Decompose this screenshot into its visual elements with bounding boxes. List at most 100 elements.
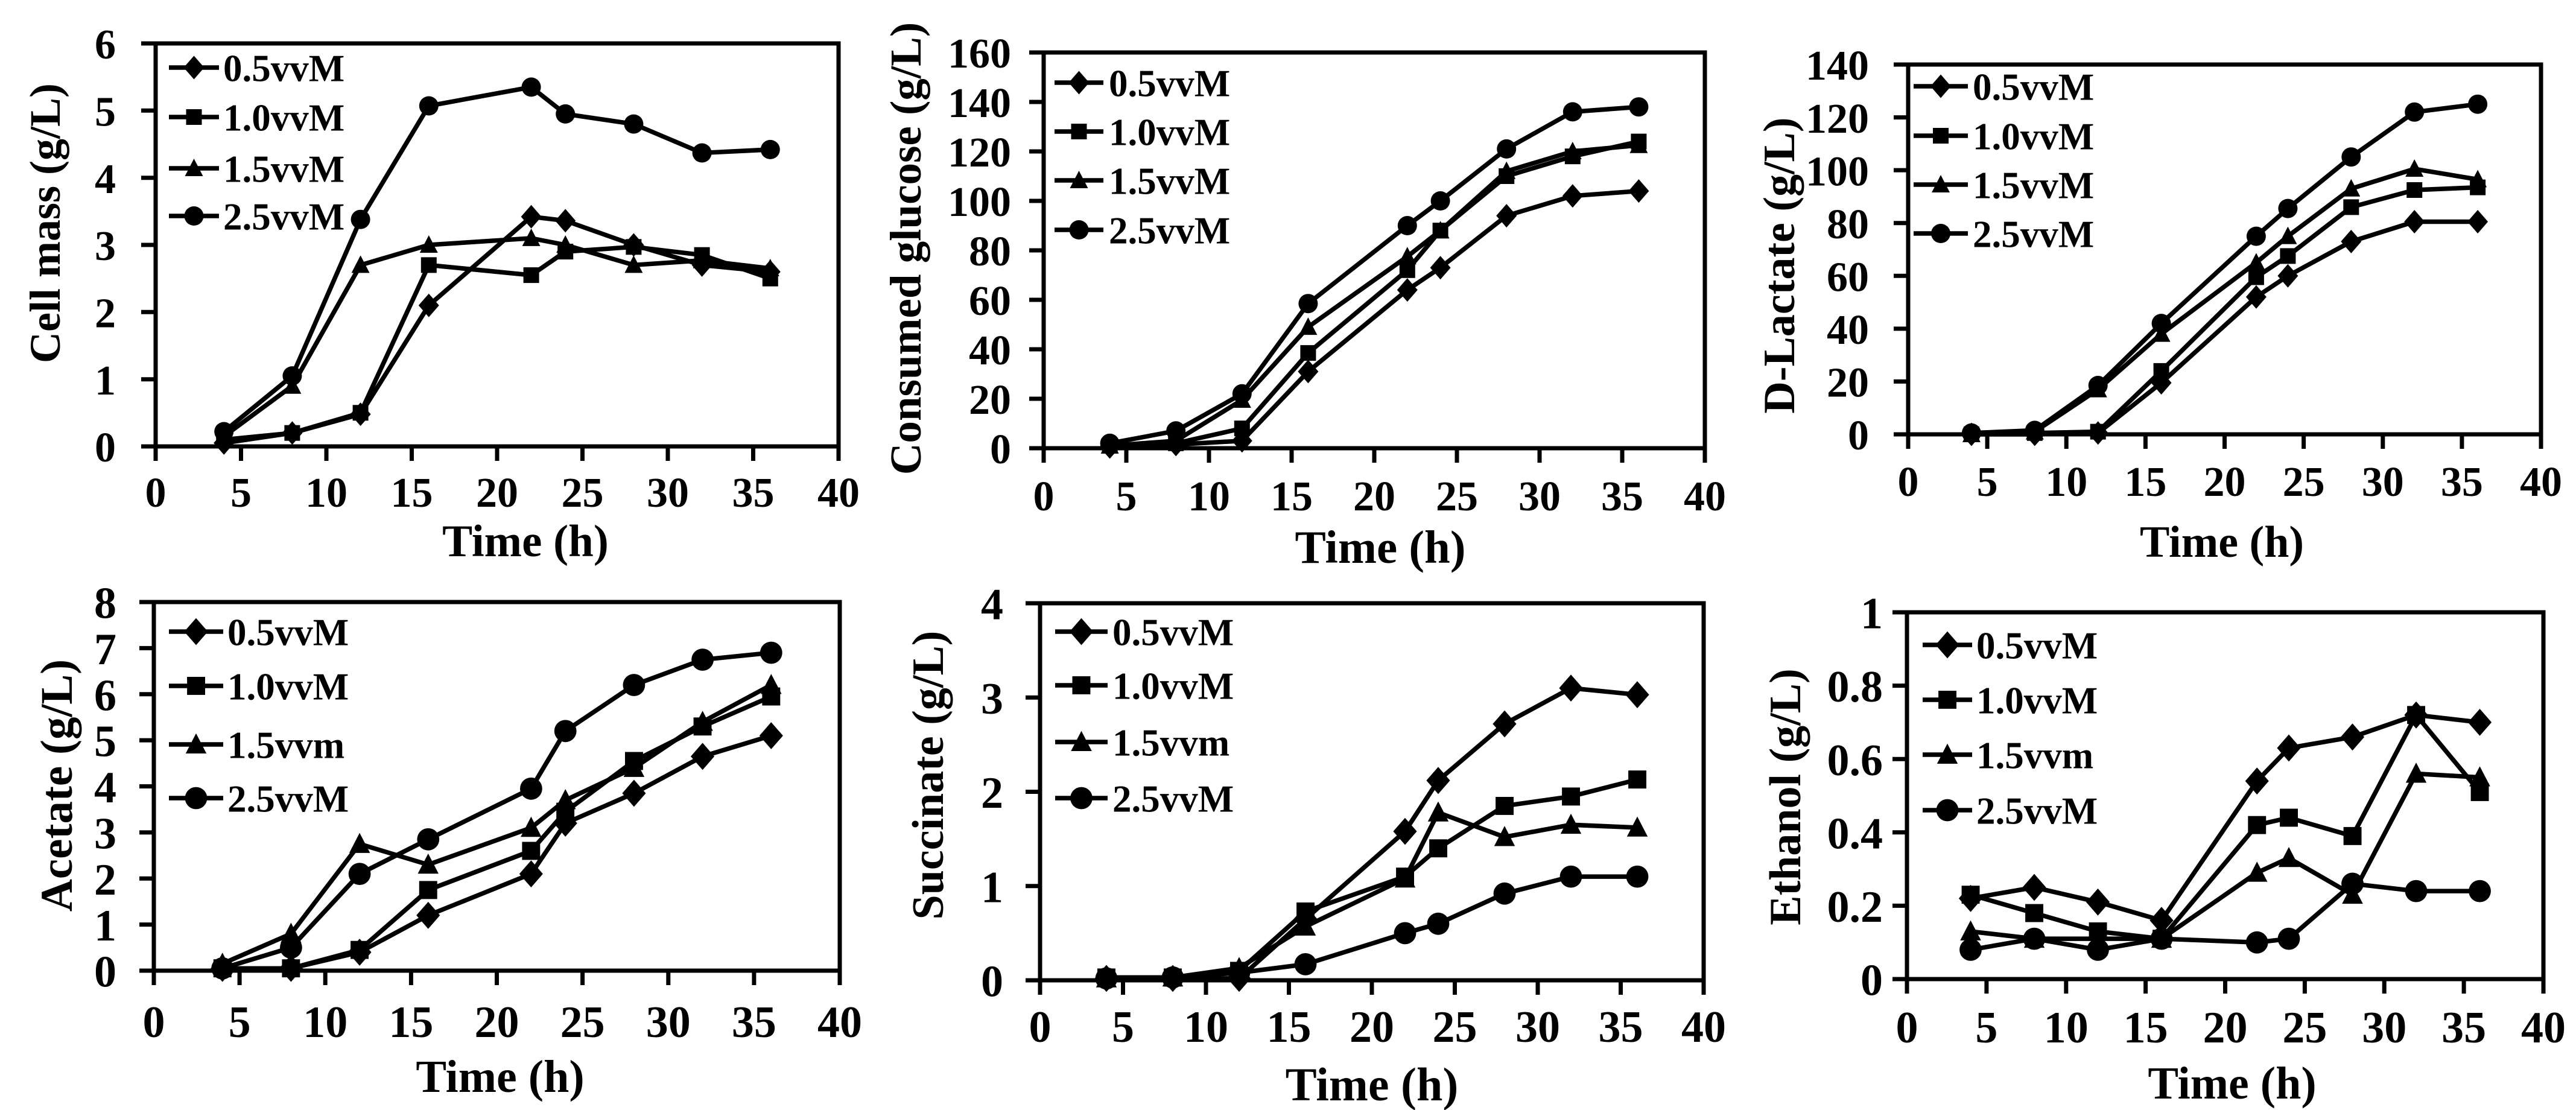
svg-text:160: 160 [948, 31, 1011, 77]
svg-text:0.6: 0.6 [1827, 736, 1883, 785]
svg-text:6: 6 [95, 22, 116, 68]
svg-text:15: 15 [2124, 459, 2166, 506]
svg-text:20: 20 [2204, 459, 2246, 506]
svg-text:100: 100 [948, 179, 1011, 226]
svg-text:1: 1 [1861, 589, 1883, 639]
svg-text:3: 3 [94, 810, 116, 859]
svg-text:20: 20 [1353, 474, 1395, 520]
svg-text:40: 40 [2520, 459, 2562, 506]
svg-text:Ethanol (g/L): Ethanol (g/L) [1761, 668, 1810, 925]
svg-text:0: 0 [990, 427, 1011, 473]
svg-text:25: 25 [1433, 1003, 1477, 1052]
svg-text:25: 25 [2283, 459, 2325, 506]
svg-text:Acetate (g/L): Acetate (g/L) [32, 659, 82, 912]
svg-text:3: 3 [981, 674, 1003, 724]
svg-text:20: 20 [2203, 1003, 2248, 1053]
svg-text:1.5vvM: 1.5vvM [223, 148, 344, 191]
svg-text:1.0vvM: 1.0vvM [227, 666, 349, 708]
svg-text:0.5vvM: 0.5vvM [1112, 612, 1234, 654]
svg-text:2.5vvM: 2.5vvM [223, 196, 344, 238]
svg-text:D-Lactate (g/L): D-Lactate (g/L) [1755, 117, 1804, 413]
svg-text:2: 2 [95, 291, 116, 337]
svg-text:6: 6 [94, 671, 116, 720]
svg-text:1.5vvM: 1.5vvM [1109, 160, 1230, 203]
svg-text:0: 0 [981, 957, 1003, 1007]
svg-text:5: 5 [1112, 1003, 1134, 1052]
svg-text:30: 30 [1515, 1003, 1560, 1052]
svg-text:2: 2 [94, 855, 116, 905]
svg-text:40: 40 [2521, 1003, 2566, 1053]
svg-text:Consumed glucose (g/L): Consumed glucose (g/L) [881, 22, 930, 475]
svg-text:35: 35 [1601, 474, 1643, 520]
svg-text:10: 10 [1184, 1003, 1228, 1052]
svg-text:5: 5 [1116, 474, 1137, 520]
svg-text:2.5vvM: 2.5vvM [1976, 790, 2098, 832]
svg-text:Time (h): Time (h) [1295, 521, 1465, 573]
svg-text:1: 1 [94, 901, 116, 951]
svg-text:0: 0 [1848, 413, 1869, 459]
svg-text:1.5vvM: 1.5vvM [1973, 165, 2094, 207]
svg-text:15: 15 [391, 470, 433, 516]
svg-text:0: 0 [145, 470, 167, 516]
svg-text:25: 25 [2282, 1003, 2327, 1053]
svg-text:4: 4 [94, 763, 116, 813]
svg-text:1.5vvm: 1.5vvm [1976, 735, 2093, 777]
svg-text:25: 25 [562, 470, 604, 516]
svg-text:15: 15 [1271, 474, 1313, 520]
svg-text:2.5vvM: 2.5vvM [1109, 210, 1230, 252]
svg-text:Succinate (g/L): Succinate (g/L) [904, 631, 953, 920]
svg-text:0.2: 0.2 [1827, 883, 1883, 932]
svg-text:0: 0 [1033, 474, 1055, 520]
svg-text:Time (h): Time (h) [416, 1051, 584, 1102]
svg-text:15: 15 [1267, 1003, 1312, 1052]
svg-text:0: 0 [1898, 459, 1919, 506]
svg-text:30: 30 [1518, 474, 1561, 520]
svg-text:0.5vvM: 0.5vvM [227, 612, 349, 654]
svg-text:30: 30 [2362, 459, 2404, 506]
svg-text:40: 40 [1681, 1003, 1726, 1052]
svg-text:5: 5 [230, 470, 252, 516]
svg-text:20: 20 [969, 377, 1011, 423]
svg-text:1.0vvM: 1.0vvM [1109, 112, 1230, 154]
svg-text:5: 5 [1977, 459, 1998, 506]
svg-text:60: 60 [969, 278, 1011, 325]
svg-text:4: 4 [95, 156, 116, 203]
svg-text:2.5vvM: 2.5vvM [1973, 214, 2094, 256]
svg-text:10: 10 [303, 998, 347, 1047]
svg-text:1.0vvM: 1.0vvM [1976, 680, 2098, 722]
svg-text:15: 15 [389, 998, 433, 1047]
svg-text:0.5vvM: 0.5vvM [1109, 63, 1230, 105]
svg-text:120: 120 [948, 130, 1011, 176]
svg-text:120: 120 [1806, 96, 1869, 142]
svg-text:40: 40 [1684, 474, 1726, 520]
svg-text:2.5vvM: 2.5vvM [227, 778, 349, 820]
svg-text:60: 60 [1827, 255, 1869, 301]
svg-text:Time (h): Time (h) [442, 516, 609, 566]
svg-text:10: 10 [305, 470, 347, 516]
svg-text:80: 80 [1827, 201, 1869, 248]
svg-text:8: 8 [94, 579, 116, 629]
svg-text:30: 30 [646, 998, 691, 1047]
svg-text:140: 140 [1806, 43, 1869, 89]
svg-text:5: 5 [1975, 1003, 1997, 1053]
svg-text:1: 1 [981, 863, 1003, 912]
svg-text:0.4: 0.4 [1827, 809, 1883, 858]
svg-text:1.0vvM: 1.0vvM [1973, 116, 2094, 158]
svg-text:1.5vvm: 1.5vvm [227, 725, 344, 767]
svg-text:5: 5 [229, 998, 251, 1047]
svg-text:0: 0 [1861, 956, 1883, 1006]
svg-text:35: 35 [1599, 1003, 1643, 1052]
svg-text:0: 0 [94, 948, 116, 997]
svg-text:4: 4 [981, 580, 1003, 630]
svg-text:25: 25 [1436, 474, 1478, 520]
svg-text:35: 35 [732, 470, 775, 516]
svg-text:0.8: 0.8 [1827, 662, 1883, 712]
svg-text:20: 20 [1350, 1003, 1394, 1052]
svg-text:Cell mass (g/L): Cell mass (g/L) [21, 83, 69, 363]
svg-text:1.5vvm: 1.5vvm [1112, 722, 1229, 764]
svg-text:100: 100 [1806, 148, 1869, 195]
svg-text:20: 20 [1827, 360, 1869, 407]
svg-text:Time (h): Time (h) [2140, 518, 2304, 567]
svg-text:20: 20 [476, 470, 518, 516]
svg-text:30: 30 [647, 470, 689, 516]
